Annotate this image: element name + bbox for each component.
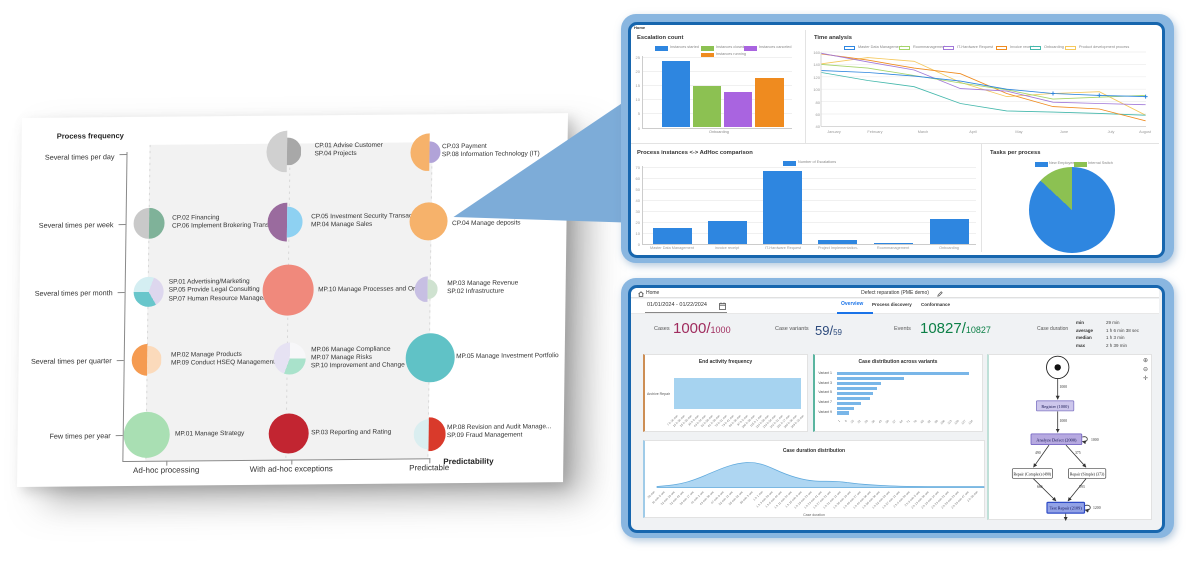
svg-text:490: 490 xyxy=(1035,451,1041,455)
svg-text:1000: 1000 xyxy=(1060,385,1068,389)
svg-text:1200: 1200 xyxy=(1093,506,1101,510)
svg-text:593: 593 xyxy=(1079,485,1085,489)
svg-text:Analyze Defect (2000): Analyze Defect (2000) xyxy=(1036,437,1077,442)
svg-text:375: 375 xyxy=(1075,451,1081,455)
svg-text:666: 666 xyxy=(1037,485,1043,489)
svg-text:Repair (Complex) (490): Repair (Complex) (490) xyxy=(1013,472,1051,476)
svg-text:Register (1000): Register (1000) xyxy=(1041,404,1069,409)
svg-text:Test Repair (2109): Test Repair (2109) xyxy=(1050,506,1083,511)
svg-text:1000: 1000 xyxy=(1091,438,1099,442)
svg-text:1000: 1000 xyxy=(1060,419,1068,423)
svg-text:Repair (Simple) (373): Repair (Simple) (373) xyxy=(1070,472,1105,476)
